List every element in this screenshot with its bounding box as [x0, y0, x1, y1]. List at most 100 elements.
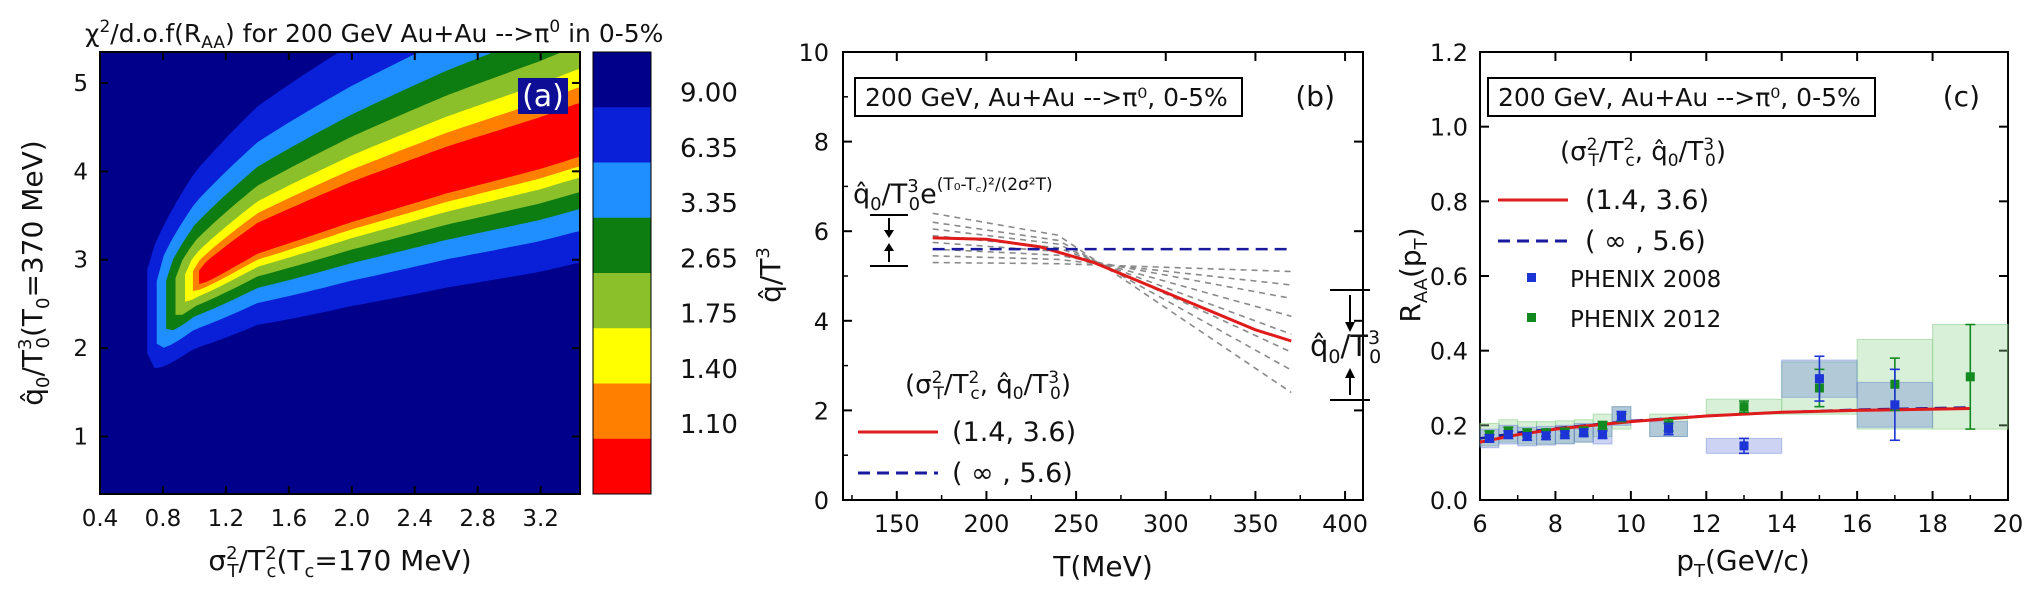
phenix-2008-point: [1560, 430, 1570, 440]
colorbar: 9.00 6.35 3.35 2.65 1.75 1.40 1.10: [592, 51, 738, 495]
c-ytick-label: 0.4: [1430, 338, 1468, 366]
phenix-2008-point: [1814, 374, 1824, 384]
b-ytick-label: 2: [814, 397, 829, 425]
colorbar-label: 1.40: [680, 355, 738, 385]
c-ytick-label: 0.2: [1430, 412, 1468, 440]
b-ytick-label: 10: [798, 39, 829, 67]
panel-a-title: χ2/d.o.f(RAA) for 200 GeV Au+Au -->π0 in…: [85, 17, 663, 53]
grey-band-curve: [932, 234, 1292, 335]
annotation-left-arrow: [870, 214, 908, 267]
colorbar-label: 1.75: [680, 300, 738, 330]
grey-band-curve: [932, 248, 1292, 300]
panel-c-box-label: 200 GeV, Au+Au -->π⁰, 0-5%: [1498, 83, 1861, 112]
panel-a-xlabel: σ2 T/T2 c(Tc=170 MeV): [208, 543, 471, 582]
colorbar-swatch: [593, 217, 651, 274]
c-xtick-label: 12: [1691, 510, 1722, 538]
panel-a-ylabel: q̂0/T30(T0=370 MeV): [15, 140, 54, 405]
legend-c-item-3: PHENIX 2008: [1570, 267, 1721, 293]
legend-c-item-2: ( ∞ , 5.6): [1585, 226, 1706, 257]
c-ytick-label: 0.0: [1430, 487, 1468, 515]
c-xtick-label: 16: [1842, 510, 1873, 538]
a-xtick-label: 1.2: [208, 506, 245, 532]
a-xtick-label: 3.2: [522, 506, 559, 532]
panel-a: χ2/d.o.f(RAA) for 200 GeV Au+Au -->π0 in…: [15, 17, 738, 582]
legend-c-marker-2008: [1527, 273, 1536, 282]
colorbar-swatch: [593, 273, 651, 329]
b-ytick-label: 0: [814, 487, 829, 515]
colorbar-frame: [592, 51, 652, 495]
colorbar-swatch: [593, 162, 651, 219]
systematic-error-boxes: [1479, 324, 2009, 454]
c-xtick-label: 14: [1766, 510, 1797, 538]
panel-c-axes: 6 8 10 12 14 16 18 20 0.0 0.2 0.4 0.6 0.8 1.0 1.2: [1430, 39, 2023, 538]
a-ytick-label: 3: [73, 248, 88, 274]
panel-b: 150 200 250 300 350 400 0 2 4 6 8 10 200 GeV, Au+Au…: [753, 39, 1381, 583]
grey-band-curve: [932, 228, 1292, 353]
annotation-right: q̂0/T3 0: [1310, 327, 1381, 368]
colorbar-swatch: [593, 107, 651, 163]
legend-b-item-1: (1.4, 3.6): [952, 417, 1076, 448]
panel-b-legend-title: (σ2 T/T2 c, q̂0/T3 0): [905, 368, 1071, 404]
panel-b-lines: [932, 236, 1292, 343]
phenix-2008-point: [1503, 430, 1513, 440]
c-ytick-label: 0.8: [1430, 188, 1468, 216]
colorbar-label: 3.35: [680, 189, 738, 219]
legend-c-marker-2012: [1527, 313, 1536, 322]
phenix-2012-point: [1739, 402, 1749, 412]
b-xtick-label: 200: [964, 510, 1010, 538]
c-ytick-label: 1.0: [1430, 114, 1468, 142]
panel-c: 6 8 10 12 14 16 18 20 0.0 0.2 0.4 0.6 0.8 1.0 1.2 200 …: [1394, 39, 2023, 582]
phenix-2008-point: [1890, 400, 1900, 410]
a-xtick-label: 0.4: [82, 506, 119, 532]
panel-b-label: (b): [1295, 80, 1335, 113]
panel-a-label-bg: [518, 78, 568, 114]
phenix-2008-point: [1598, 430, 1608, 440]
colorbar-label: 2.65: [680, 244, 738, 274]
panel-b-box-label: 200 GeV, Au+Au -->π⁰, 0-5%: [865, 83, 1228, 112]
colorbar-label: 1.10: [680, 410, 738, 440]
c-xtick-label: 20: [1993, 510, 2024, 538]
b-xtick-label: 350: [1233, 510, 1279, 538]
a-xtick-label: 0.8: [145, 506, 182, 532]
b-ytick-label: 8: [814, 129, 829, 157]
phenix-2008-point: [1522, 432, 1532, 442]
c-xtick-label: 8: [1548, 510, 1563, 538]
panel-a-frame: [99, 51, 581, 495]
annotation-right-arrow: [1330, 289, 1370, 401]
a-ytick-label: 5: [73, 71, 88, 97]
a-ytick-label: 4: [73, 159, 88, 185]
grey-band-curve: [932, 261, 1292, 273]
phenix-2008-point: [1484, 433, 1494, 443]
panel-b-ylabel: q̂/T3: [753, 247, 787, 303]
b-xtick-label: 300: [1143, 510, 1189, 538]
c-xtick-label: 6: [1472, 510, 1487, 538]
c-ytick-label: 1.2: [1430, 39, 1468, 67]
a-ytick-label: 2: [73, 336, 88, 362]
annotation-left: q̂0/T3 0e(T₀-T꜀)²/(2σ²T): [853, 175, 1053, 215]
b-xtick-label: 250: [1053, 510, 1099, 538]
panel-b-xlabel: T(MeV): [1052, 550, 1153, 583]
panel-b-box: [854, 77, 1243, 117]
c-xtick-label: 18: [1917, 510, 1948, 538]
panel-c-box: [1487, 77, 1876, 117]
colorbar-label: 9.00: [680, 79, 738, 109]
panel-c-xlabel: pT(GeV/c): [1676, 544, 1810, 582]
colorbar-swatch: [593, 438, 651, 495]
contour-band-7: [199, 102, 580, 293]
phenix-2008-point: [1541, 431, 1551, 441]
phenix-2012-point: [1965, 372, 1975, 382]
legend-c-item-4: PHENIX 2012: [1570, 307, 1721, 333]
legend-b-item-2: ( ∞ , 5.6): [952, 458, 1073, 489]
a-xtick-label: 2.4: [396, 506, 433, 532]
b-ytick-label: 6: [814, 218, 829, 246]
panel-b-axes: 150 200 250 300 350 400 0 2 4 6 8 10: [798, 39, 1368, 538]
a-xtick-label: 2.0: [334, 506, 371, 532]
panel-a-axes: 0.4 0.8 1.2 1.6 2.0 2.4 2.8 3.2 1 2 3 4 5: [73, 52, 580, 532]
colorbar-swatch: [593, 328, 651, 384]
chi2-heatmap: [100, 52, 580, 494]
phenix-2008-point: [1579, 428, 1589, 438]
a-ytick-label: 1: [73, 425, 88, 451]
panel-a-label: (a): [522, 79, 564, 114]
c-ytick-label: 0.6: [1430, 263, 1468, 291]
